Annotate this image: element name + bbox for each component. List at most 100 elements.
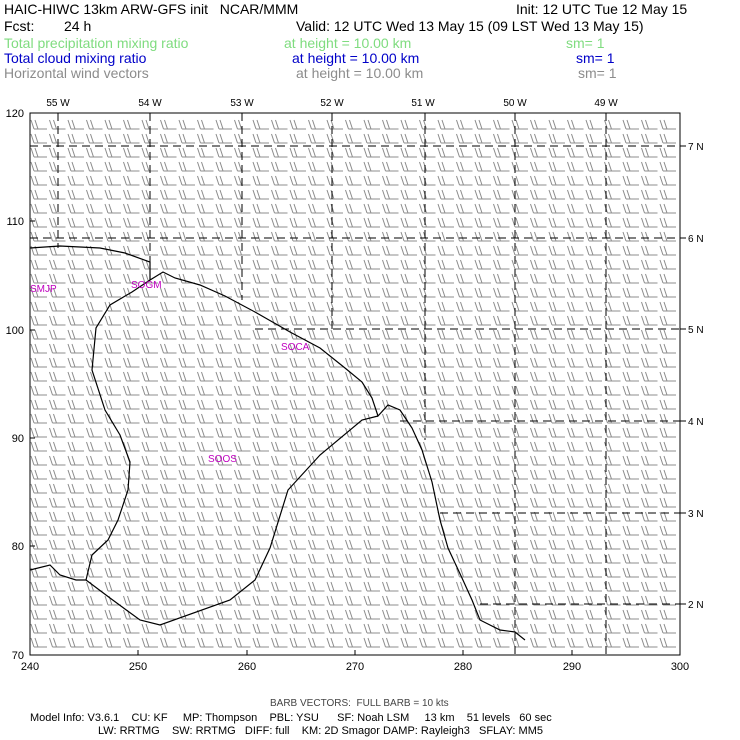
wind-barb — [178, 259, 195, 270]
wind-barb — [567, 469, 584, 480]
wind-barb — [289, 385, 306, 396]
wind-barb — [437, 595, 454, 606]
wind-barb — [585, 441, 602, 452]
wind-barb — [382, 483, 399, 494]
wind-barb — [659, 483, 676, 494]
wind-barb — [271, 161, 288, 172]
wind-barb — [493, 315, 510, 326]
wind-barb — [345, 553, 362, 564]
wind-barb — [567, 567, 584, 578]
wind-barb — [511, 469, 528, 480]
wind-barb — [178, 455, 195, 466]
wind-barb — [530, 217, 547, 228]
wind-barb — [67, 553, 84, 564]
wind-barb — [197, 119, 214, 130]
wind-barb — [511, 427, 528, 438]
wind-barb — [382, 217, 399, 228]
wind-barb — [160, 119, 177, 130]
wind-barb — [178, 511, 195, 522]
wind-barb — [252, 413, 269, 424]
wind-barb — [622, 119, 639, 130]
wind-barb — [345, 637, 362, 648]
wind-barb — [604, 315, 621, 326]
wind-barb — [215, 637, 232, 648]
wind-barb — [160, 301, 177, 312]
wind-barb — [215, 301, 232, 312]
wind-barb — [30, 287, 47, 298]
wind-barb — [289, 315, 306, 326]
wind-barb — [363, 567, 380, 578]
longitude-label: 50 W — [503, 98, 527, 109]
wind-barb — [530, 553, 547, 564]
wind-barb — [49, 329, 66, 340]
wind-barb — [252, 637, 269, 648]
wind-barb — [215, 511, 232, 522]
wind-barb — [400, 357, 417, 368]
wind-barb — [474, 189, 491, 200]
wind-barb — [493, 175, 510, 186]
wind-barb — [548, 483, 565, 494]
wind-barb — [252, 525, 269, 536]
wind-barb — [271, 441, 288, 452]
wind-barb — [493, 371, 510, 382]
wind-barb — [67, 287, 84, 298]
wind-barb — [326, 623, 343, 634]
wind-barb — [123, 147, 140, 158]
wind-barb — [382, 539, 399, 550]
wind-barb — [437, 399, 454, 410]
wind-barb — [141, 147, 158, 158]
wind-barb — [86, 525, 103, 536]
wind-barb — [123, 315, 140, 326]
wind-barb — [437, 273, 454, 284]
wind-barb — [511, 273, 528, 284]
wind-barb — [456, 525, 473, 536]
wind-barb — [363, 189, 380, 200]
longitude-label: 55 W — [46, 98, 70, 109]
wind-barb — [585, 161, 602, 172]
wind-barb — [197, 469, 214, 480]
wind-barb — [271, 357, 288, 368]
wind-barb — [49, 553, 66, 564]
wind-barb — [326, 301, 343, 312]
wind-barb — [456, 609, 473, 620]
wind-barb — [141, 161, 158, 172]
wind-barb — [86, 441, 103, 452]
wind-barb — [604, 371, 621, 382]
wind-barb — [511, 189, 528, 200]
longitude-label: 49 W — [594, 98, 618, 109]
wind-barb — [234, 287, 251, 298]
wind-barb — [234, 385, 251, 396]
wind-barb — [659, 497, 676, 508]
wind-barb — [234, 217, 251, 228]
wind-barb — [30, 175, 47, 186]
wind-barb — [86, 427, 103, 438]
wind-barb — [456, 329, 473, 340]
wind-barb — [567, 133, 584, 144]
wind-barb — [49, 455, 66, 466]
wind-barb — [548, 525, 565, 536]
wind-barb — [234, 147, 251, 158]
field-sm-wind: sm= 1 — [578, 65, 617, 81]
wind-barb — [215, 231, 232, 242]
wind-barb — [493, 189, 510, 200]
wind-barb — [123, 217, 140, 228]
wind-barb — [252, 371, 269, 382]
wind-barb — [67, 371, 84, 382]
wind-barb — [123, 553, 140, 564]
wind-barb — [30, 539, 47, 550]
wind-barb — [363, 483, 380, 494]
wind-barb — [437, 623, 454, 634]
wind-barb — [141, 609, 158, 620]
wind-barb — [234, 259, 251, 270]
wind-barb — [511, 119, 528, 130]
wind-barb — [641, 343, 658, 354]
wind-barb — [67, 147, 84, 158]
wind-barb — [382, 469, 399, 480]
wind-barb — [419, 203, 436, 214]
wind-barb — [548, 217, 565, 228]
y-tick-label: 120 — [6, 108, 24, 120]
wind-barb — [345, 189, 362, 200]
wind-barb — [197, 231, 214, 242]
wind-barb — [530, 357, 547, 368]
wind-barb — [548, 469, 565, 480]
